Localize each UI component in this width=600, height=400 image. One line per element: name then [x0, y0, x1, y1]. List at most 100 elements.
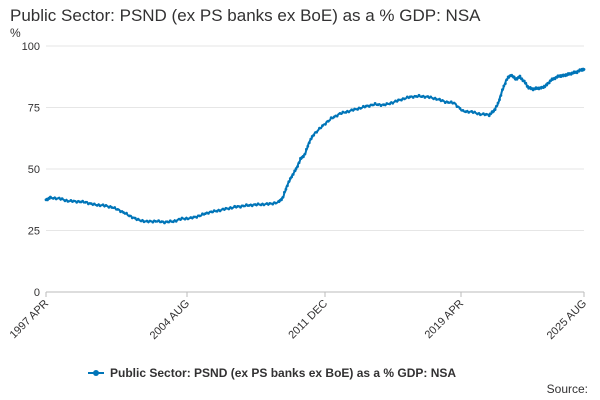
series-point[interactable] — [446, 101, 450, 104]
series-point[interactable] — [142, 220, 146, 224]
series-point[interactable] — [60, 197, 64, 201]
series-point[interactable] — [224, 206, 228, 210]
series-point[interactable] — [78, 200, 81, 204]
series-point[interactable] — [116, 208, 120, 211]
series-point[interactable] — [209, 210, 213, 214]
series-point[interactable] — [107, 205, 111, 209]
series-point[interactable] — [218, 209, 222, 213]
series-point[interactable] — [411, 96, 415, 99]
series-point[interactable] — [414, 95, 418, 98]
series-point[interactable] — [280, 198, 283, 202]
series-point[interactable] — [489, 112, 493, 116]
series-point[interactable] — [268, 202, 272, 205]
series-point[interactable] — [113, 206, 117, 209]
series-point[interactable] — [479, 113, 482, 117]
series-point[interactable] — [547, 81, 551, 85]
series-point[interactable] — [344, 111, 348, 114]
series-point[interactable] — [69, 199, 73, 202]
series-point[interactable] — [125, 211, 128, 215]
series-point[interactable] — [54, 197, 58, 201]
series-point[interactable] — [227, 207, 231, 211]
series-point[interactable] — [136, 217, 140, 221]
series-point[interactable] — [443, 101, 447, 104]
series-point[interactable] — [133, 216, 137, 220]
series-point[interactable] — [247, 204, 251, 207]
series-point[interactable] — [505, 78, 509, 81]
series-point[interactable] — [271, 202, 275, 206]
series-point[interactable] — [388, 102, 392, 106]
series-point[interactable] — [321, 124, 324, 127]
series-point[interactable] — [174, 219, 178, 223]
series-point[interactable] — [242, 204, 245, 208]
series-point[interactable] — [259, 203, 263, 207]
series-point[interactable] — [201, 212, 204, 216]
series-point[interactable] — [335, 114, 339, 118]
series-point[interactable] — [347, 110, 351, 114]
series-point[interactable] — [171, 220, 175, 224]
series-point[interactable] — [148, 219, 152, 223]
series-point[interactable] — [487, 114, 491, 118]
series-point[interactable] — [296, 165, 299, 168]
series-point[interactable] — [168, 219, 172, 223]
series-point[interactable] — [350, 108, 354, 112]
series-point[interactable] — [101, 203, 105, 207]
series-point[interactable] — [582, 68, 586, 71]
series-point[interactable] — [495, 104, 498, 108]
series-point[interactable] — [302, 155, 305, 159]
series-point[interactable] — [245, 203, 248, 207]
series-point[interactable] — [503, 82, 507, 85]
series-point[interactable] — [92, 202, 96, 206]
series-point[interactable] — [338, 112, 342, 115]
series-point[interactable] — [438, 97, 441, 101]
series-point[interactable] — [455, 105, 459, 108]
series-point[interactable] — [189, 216, 193, 219]
series-point[interactable] — [262, 203, 266, 207]
series-point[interactable] — [207, 212, 210, 215]
series-point[interactable] — [177, 217, 181, 221]
series-point[interactable] — [364, 104, 368, 108]
series-point[interactable] — [166, 220, 169, 224]
series-point[interactable] — [151, 220, 155, 224]
series-point[interactable] — [502, 84, 506, 88]
series-point[interactable] — [403, 97, 406, 101]
series-point[interactable] — [110, 206, 114, 209]
series-point[interactable] — [221, 207, 225, 211]
series-point[interactable] — [441, 99, 444, 102]
series-point[interactable] — [230, 206, 234, 210]
series-point[interactable] — [274, 201, 278, 205]
series-point[interactable] — [370, 103, 374, 107]
series-point[interactable] — [204, 212, 207, 216]
series-point[interactable] — [186, 217, 190, 221]
series-point[interactable] — [303, 152, 307, 156]
series-point[interactable] — [429, 95, 433, 99]
series-point[interactable] — [476, 112, 479, 116]
series-point[interactable] — [63, 199, 67, 203]
series-point[interactable] — [353, 107, 356, 111]
series-point[interactable] — [498, 98, 501, 102]
series-point[interactable] — [157, 219, 161, 223]
series-point[interactable] — [524, 81, 528, 85]
series-point[interactable] — [98, 204, 102, 208]
series-point[interactable] — [549, 79, 552, 83]
series-point[interactable] — [515, 77, 519, 81]
series-point[interactable] — [233, 204, 237, 208]
series-point[interactable] — [163, 221, 166, 225]
series-point[interactable] — [324, 122, 327, 126]
series-point[interactable] — [119, 210, 122, 214]
series-point[interactable] — [297, 161, 301, 165]
series-point[interactable] — [215, 209, 219, 213]
series-point[interactable] — [452, 101, 456, 105]
series-point[interactable] — [104, 204, 108, 207]
series-point[interactable] — [283, 190, 286, 194]
series-point[interactable] — [192, 215, 196, 219]
series-point[interactable] — [379, 104, 383, 107]
series-point[interactable] — [305, 147, 308, 151]
series-point[interactable] — [286, 184, 289, 188]
series-point[interactable] — [397, 98, 400, 102]
series-point[interactable] — [95, 204, 99, 207]
series-point[interactable] — [318, 126, 321, 130]
series-point[interactable] — [160, 220, 164, 224]
series-point[interactable] — [180, 216, 184, 220]
series-point[interactable] — [522, 79, 526, 83]
series-point[interactable] — [284, 187, 288, 191]
